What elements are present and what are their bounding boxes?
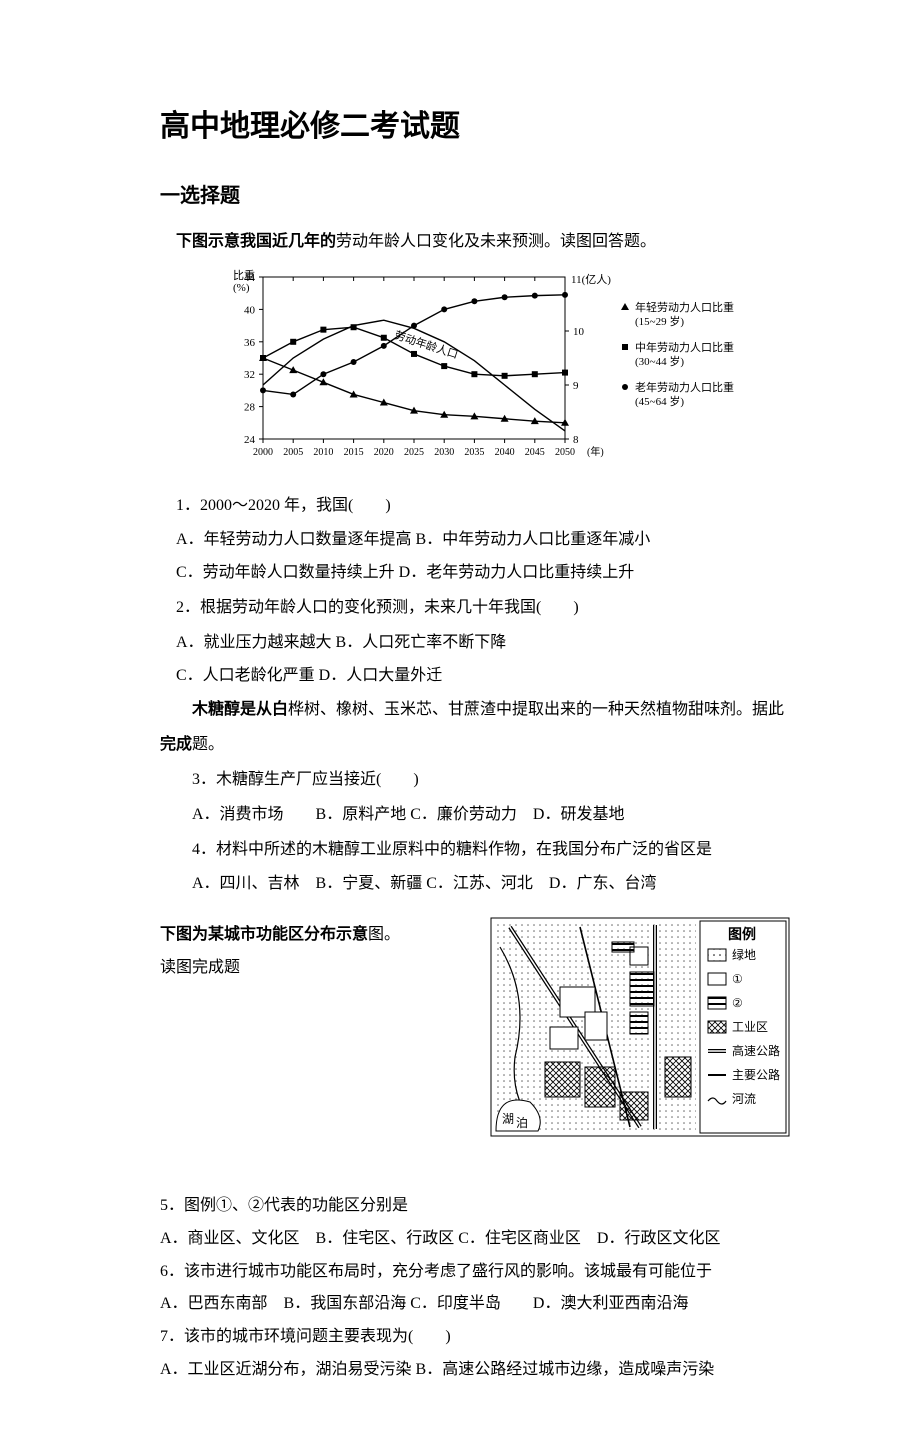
intro2-d: 完成 <box>160 736 192 753</box>
svg-text:高速公路: 高速公路 <box>732 1043 780 1058</box>
svg-text:32: 32 <box>244 369 255 381</box>
intro1-bold-c: 预测。读图回答题。 <box>512 233 656 250</box>
svg-text:2050: 2050 <box>555 447 575 458</box>
svg-text:2040: 2040 <box>495 447 515 458</box>
svg-text:2000: 2000 <box>253 447 273 458</box>
svg-text:(%): (%) <box>233 282 250 294</box>
svg-text:(45~64 岁): (45~64 岁) <box>635 394 684 408</box>
svg-text:图例: 图例 <box>728 926 756 943</box>
svg-text:年轻劳动力人口比重: 年轻劳动力人口比重 <box>635 300 734 314</box>
svg-text:②: ② <box>732 996 743 1010</box>
svg-text:2045: 2045 <box>525 447 545 458</box>
svg-text:①: ① <box>732 972 743 986</box>
q1-options-ab: A．年轻劳动力人口数量逐年提高 B．中年劳动力人口比重逐年减小 <box>160 526 790 555</box>
question-6: 6．该市进行城市功能区布局时，充分考虑了盛行风的影响。该城最有可能位于 <box>160 1258 790 1287</box>
q5-options: A．商业区、文化区 B．住宅区、行政区 C．住宅区商业区 D．行政区文化区 <box>160 1225 790 1254</box>
intro2-e: 题。 <box>192 736 224 753</box>
svg-text:(15~29 岁): (15~29 岁) <box>635 314 684 328</box>
svg-text:24: 24 <box>244 434 256 446</box>
svg-text:(年): (年) <box>587 445 604 458</box>
svg-text:工业区: 工业区 <box>732 1020 768 1034</box>
svg-text:河流: 河流 <box>732 1092 756 1106</box>
svg-text:2025: 2025 <box>404 447 424 458</box>
question-2: 2．根据劳动年龄人口的变化预测，未来几十年我国( ) <box>160 594 790 623</box>
svg-text:2015: 2015 <box>344 447 364 458</box>
svg-text:2035: 2035 <box>464 447 484 458</box>
svg-text:2020: 2020 <box>374 447 394 458</box>
svg-text:10: 10 <box>573 326 585 338</box>
intro3-a: 下图为某城市功能区分布示意 <box>160 926 368 943</box>
chart-1: 4440363228242000200520102015202020252030… <box>160 267 790 478</box>
intro-2-line2: 完成题。 <box>160 731 790 760</box>
svg-text:36: 36 <box>244 337 256 349</box>
intro2-a: 木糖醇是从白 <box>192 701 288 718</box>
svg-text:老年劳动力人口比重: 老年劳动力人口比重 <box>635 380 734 394</box>
intro2-b: 桦树、橡树、玉米芯、甘蔗渣中提取出来的一种天然植物甜味 <box>288 701 720 718</box>
intro3-b: 图。 <box>368 926 400 943</box>
labor-chart: 4440363228242000200520102015202020252030… <box>215 267 735 467</box>
svg-text:9: 9 <box>573 380 579 392</box>
question-1: 1．2000～2020 年，我国( ) <box>160 492 790 521</box>
intro-2: 木糖醇是从白桦树、橡树、玉米芯、甘蔗渣中提取出来的一种天然植物甜味剂。据此 <box>160 696 790 725</box>
svg-text:湖: 湖 <box>502 1111 514 1126</box>
q6-options: A．巴西东南部 B．我国东部沿海 C．印度半岛 D．澳大利亚西南沿海 <box>160 1290 790 1319</box>
city-map-figure: 湖泊 图例绿地 ① ② 工业区高速公路主要公路河流 <box>490 917 790 1148</box>
question-7: 7．该市的城市环境问题主要表现为( ) <box>160 1323 790 1352</box>
q1-options-cd: C．劳动年龄人口数量持续上升 D．老年劳动力人口比重持续上升 <box>160 559 790 588</box>
q2-options-cd: C．人口老龄化严重 D．人口大量外迁 <box>160 662 790 691</box>
question-3: 3．木糖醇生产厂应当接近( ) <box>160 766 790 795</box>
svg-text:2005: 2005 <box>283 447 303 458</box>
section-heading: 一选择题 <box>160 178 790 214</box>
svg-text:比重: 比重 <box>233 268 255 282</box>
q3-options: A．消费市场 B．原料产地 C．廉价劳动力 D．研发基地 <box>160 801 790 830</box>
svg-text:40: 40 <box>244 304 256 316</box>
svg-text:绿地: 绿地 <box>732 947 756 962</box>
svg-text:2030: 2030 <box>434 447 454 458</box>
q7-options: A．工业区近湖分布，湖泊易受污染 B．高速公路经过城市边缘，造成噪声污染 <box>160 1356 790 1385</box>
svg-text:11(亿人): 11(亿人) <box>571 273 611 286</box>
page-title: 高中地理必修二考试题 <box>160 100 790 154</box>
svg-text:(30~44 岁): (30~44 岁) <box>635 354 684 368</box>
question-4: 4．材料中所述的木糖醇工业原料中的糖料作物，在我国分布广泛的省区是 <box>160 836 790 865</box>
q2-options-ab: A．就业压力越来越大 B．人口死亡率不断下降 <box>160 629 790 658</box>
svg-text:2010: 2010 <box>313 447 333 458</box>
intro1-bold-a: 下图示意我国近几年的 <box>176 233 336 250</box>
question-5: 5．图例①、②代表的功能区分别是 <box>160 1192 790 1221</box>
svg-text:中年劳动力人口比重: 中年劳动力人口比重 <box>635 340 734 354</box>
svg-text:28: 28 <box>244 401 256 413</box>
intro1-mid: 劳动年龄人口变化及未来 <box>336 233 512 250</box>
intro-1: 下图示意我国近几年的劳动年龄人口变化及未来预测。读图回答题。 <box>160 228 790 257</box>
q4-options: A．四川、吉林 B．宁夏、新疆 C．江苏、河北 D．广东、台湾 <box>160 870 790 899</box>
svg-text:泊: 泊 <box>516 1116 528 1130</box>
intro2-c: 剂。据此 <box>720 701 784 718</box>
svg-text:主要公路: 主要公路 <box>732 1067 780 1082</box>
city-map-svg: 湖泊 图例绿地 ① ② 工业区高速公路主要公路河流 <box>490 917 790 1137</box>
svg-text:8: 8 <box>573 434 579 446</box>
